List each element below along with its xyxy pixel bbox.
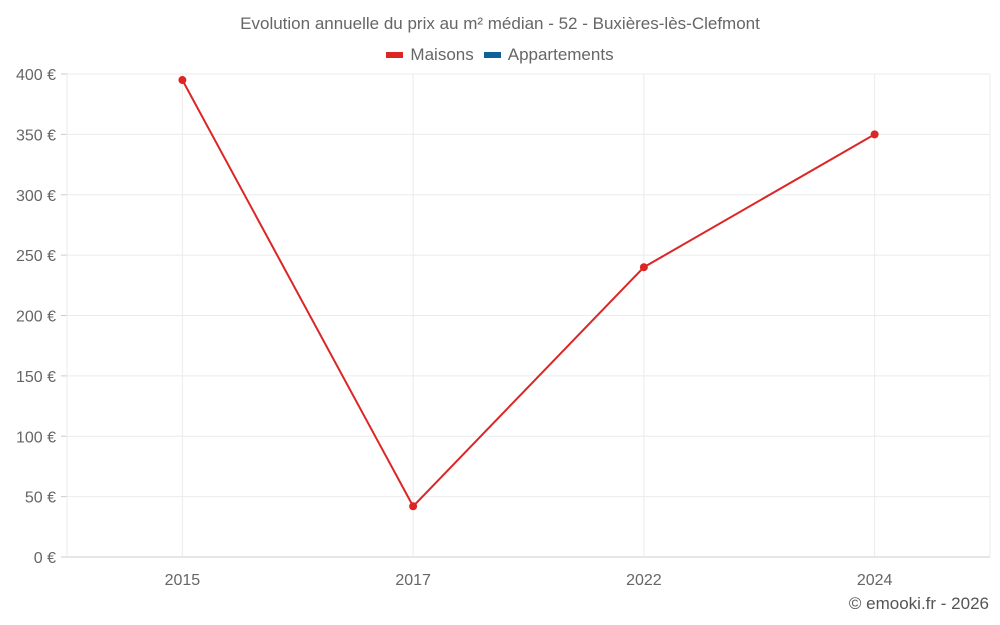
y-tick-label: 50 €: [25, 490, 56, 507]
x-tick-label: 2015: [165, 572, 201, 589]
y-tick-label: 100 €: [16, 429, 56, 446]
series-line-maisons: [181, 79, 876, 508]
y-tick-label: 350 €: [16, 127, 56, 144]
legend-item-maisons[interactable]: Maisons: [386, 45, 474, 65]
x-tick-label: 2022: [626, 572, 662, 589]
y-tick-label: 200 €: [16, 309, 56, 326]
y-tick-label: 250 €: [16, 248, 56, 265]
chart-title: Evolution annuelle du prix au m² médian …: [240, 14, 760, 33]
y-tick-label: 300 €: [16, 188, 56, 205]
x-tick-label: 2017: [395, 572, 431, 589]
data-point-maisons: [639, 263, 648, 272]
legend-label: Maisons: [410, 45, 474, 64]
data-point-maisons: [178, 76, 187, 85]
legend-label: Appartements: [507, 45, 614, 64]
y-tick-label: 0 €: [34, 550, 56, 567]
legend-swatch-appartements: [483, 52, 501, 58]
y-tick-label: 400 €: [16, 67, 56, 84]
copyright-footer: © emooki.fr - 2026: [848, 594, 989, 613]
y-tick-label: 150 €: [16, 369, 56, 386]
x-tick-label: 2024: [857, 572, 893, 589]
legend-item-appartements[interactable]: Appartements: [483, 45, 614, 65]
legend-swatch-maisons: [386, 52, 404, 58]
legend: Maisons Appartements: [0, 45, 1000, 65]
data-point-maisons: [870, 130, 879, 139]
data-point-maisons: [409, 502, 418, 511]
